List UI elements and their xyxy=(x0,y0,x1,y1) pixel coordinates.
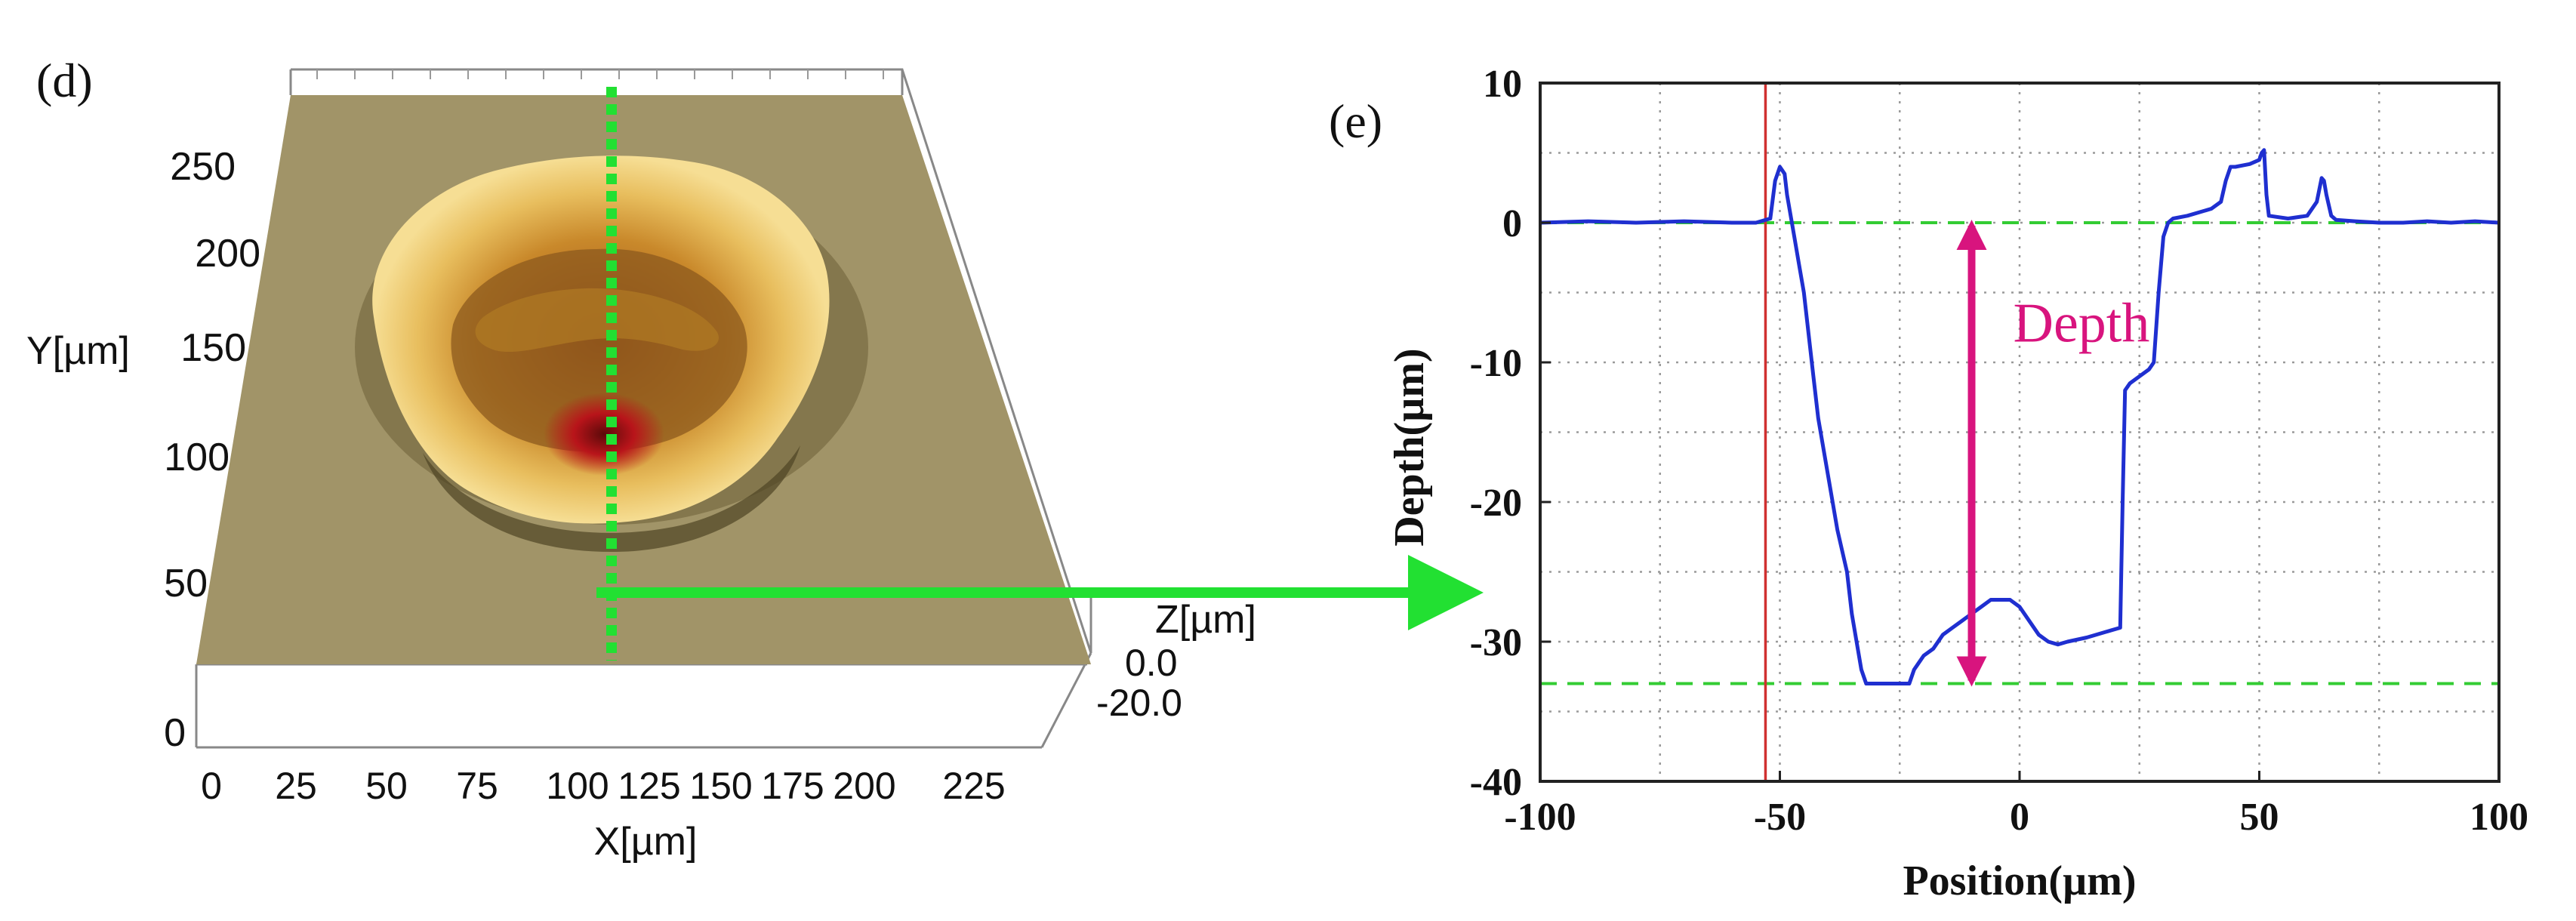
panel-d-surface-plot: (d) xyxy=(26,54,1484,864)
x-tick-label: 50 xyxy=(2240,796,2279,839)
y-axis-label: Y[µm] xyxy=(26,329,130,373)
grid xyxy=(1540,83,2499,781)
x-tick: 225 xyxy=(942,765,1005,807)
x-tick: 200 xyxy=(833,765,895,807)
series xyxy=(1539,148,2500,685)
x-tick: 100 xyxy=(546,765,609,807)
panel-e-label: (e) xyxy=(1329,94,1382,148)
x-tick: 25 xyxy=(275,765,317,807)
x-tick-label: 0 xyxy=(2010,796,2029,839)
x-ticks: 0 25 50 75 100 125 150 175 200 225 xyxy=(201,765,1006,807)
crater-shadow xyxy=(423,445,800,553)
x-axis-title: Position(µm) xyxy=(1903,858,2136,904)
x-tick: 125 xyxy=(618,765,680,807)
top-frame-ticks xyxy=(316,69,884,79)
x-tick: 0 xyxy=(201,765,222,807)
panel-d-label: (d) xyxy=(36,54,93,107)
y-tick: 0 xyxy=(164,711,186,755)
y-tick: 150 xyxy=(180,326,246,370)
y-tick: 50 xyxy=(164,562,208,605)
z-ticks: 0.0 -20.0 xyxy=(1096,642,1182,724)
y-tick-label: -10 xyxy=(1470,342,1522,385)
x-tick: 75 xyxy=(456,765,498,807)
section-arrow-head xyxy=(1408,555,1484,630)
series-line-depth-profile xyxy=(1539,148,2500,685)
y-tick-label: -30 xyxy=(1470,621,1522,664)
reference-lines xyxy=(1540,83,2499,781)
y-tick-label: 10 xyxy=(1483,63,1522,106)
x-tick: 150 xyxy=(689,765,752,807)
x-axis-label: X[µm] xyxy=(594,820,698,864)
y-tick: 250 xyxy=(170,145,236,189)
x-tick-label: -50 xyxy=(1754,796,1806,839)
plot-area-frame xyxy=(1539,82,2501,783)
y-tick-label: -20 xyxy=(1470,482,1522,525)
x-tick-label: -100 xyxy=(1504,796,1576,839)
y-tick-label: 0 xyxy=(1502,202,1522,245)
x-tick: 175 xyxy=(761,765,824,807)
y-ticks: 250 200 150 100 50 0 xyxy=(164,145,260,755)
z-tick: 0.0 xyxy=(1125,642,1178,684)
crater-deepest-point xyxy=(544,393,664,476)
z-tick: -20.0 xyxy=(1096,682,1182,724)
depth-annotation-label: Depth xyxy=(2014,292,2150,354)
annotations: Depth xyxy=(1956,220,2150,687)
x-tick: 50 xyxy=(365,765,408,807)
y-axis-title: Depth(µm) xyxy=(1386,348,1433,546)
y-tick: 200 xyxy=(195,232,260,276)
z-axis-label: Z[µm] xyxy=(1155,598,1256,642)
x-tick-label: 100 xyxy=(2470,796,2528,839)
y-tick-label: -40 xyxy=(1470,761,1522,804)
y-tick: 100 xyxy=(164,436,230,479)
